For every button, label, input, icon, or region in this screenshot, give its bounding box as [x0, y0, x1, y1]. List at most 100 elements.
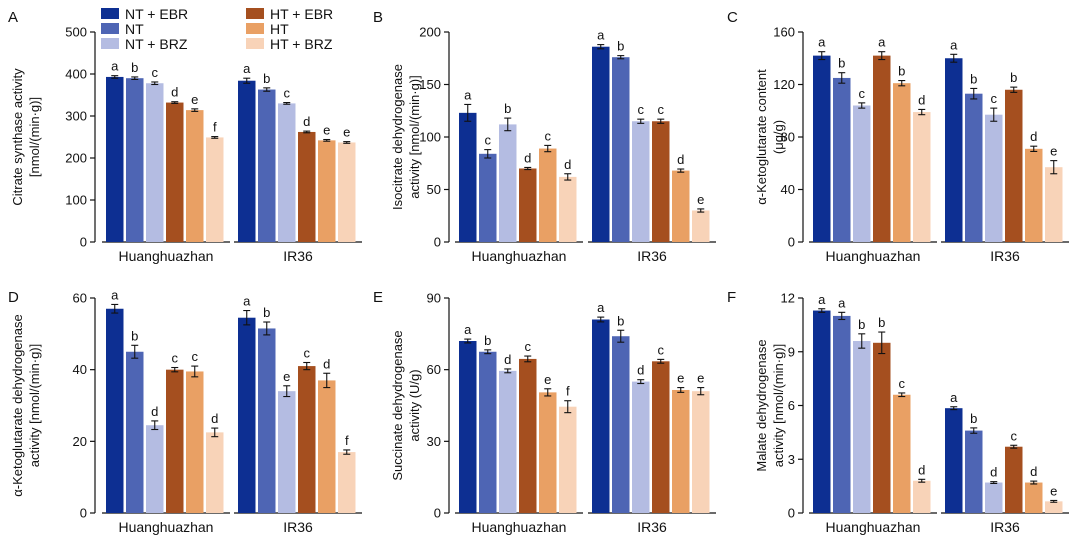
significance-letter: c: [899, 376, 906, 391]
significance-letter: d: [151, 404, 158, 419]
y-axis-label: (μg/g): [771, 120, 786, 154]
category-label: IR36: [283, 248, 313, 264]
bar: [258, 89, 276, 242]
y-tick-label: 30: [427, 434, 441, 449]
bar: [632, 121, 650, 242]
bar: [238, 317, 256, 513]
significance-letter: b: [970, 71, 977, 86]
y-axis-label: activity [nmol/(min·g)]: [771, 344, 786, 468]
bar: [499, 124, 517, 242]
y-tick-label: 0: [80, 235, 87, 250]
significance-letter: b: [131, 328, 138, 343]
y-axis-label: activity (U/g): [407, 369, 422, 441]
y-tick-label: 20: [73, 434, 87, 449]
y-axis-label: Malate dehydrogenase: [754, 339, 769, 471]
significance-letter: c: [525, 339, 532, 354]
bar: [126, 351, 144, 513]
bar: [186, 110, 204, 243]
significance-letter: b: [131, 60, 138, 75]
bar: [893, 83, 911, 242]
y-tick-label: 80: [781, 130, 795, 145]
bar: [632, 381, 650, 513]
bar: [166, 102, 184, 242]
significance-letter: d: [637, 363, 644, 378]
bar: [206, 137, 224, 242]
bar: [238, 80, 256, 242]
bar: [106, 76, 124, 242]
category-label: Huanghuazhan: [472, 248, 567, 264]
significance-letter: d: [323, 356, 330, 371]
significance-letter: c: [545, 128, 552, 143]
significance-letter: e: [697, 371, 704, 386]
legend-swatch: [246, 8, 264, 19]
y-axis-label: activity [nmol/(min·g)]: [27, 344, 42, 468]
category-label: Huanghuazhan: [472, 519, 567, 535]
bar: [913, 480, 931, 513]
y-tick-label: 100: [65, 193, 87, 208]
bar: [539, 392, 557, 513]
panel-letter: F: [727, 289, 736, 306]
bar: [278, 103, 296, 243]
legend-label: NT + EBR: [125, 6, 188, 22]
bar: [146, 425, 164, 513]
significance-letter: c: [192, 349, 199, 364]
category-label: IR36: [283, 519, 313, 535]
bar: [965, 93, 983, 242]
y-tick-label: 160: [773, 25, 795, 40]
bar: [873, 55, 891, 242]
category-label: IR36: [637, 519, 667, 535]
legend-label: NT: [125, 21, 144, 37]
significance-letter: f: [213, 120, 217, 135]
bar: [106, 308, 124, 513]
significance-letter: a: [464, 322, 472, 337]
significance-letter: b: [484, 333, 491, 348]
significance-letter: c: [658, 102, 665, 117]
y-axis-label: α-Ketoglutarate content: [754, 69, 769, 205]
bar: [945, 58, 963, 242]
significance-letter: c: [284, 86, 291, 101]
significance-letter: c: [485, 133, 492, 148]
significance-letter: f: [345, 433, 349, 448]
significance-letter: d: [918, 92, 925, 107]
bar: [853, 341, 871, 513]
bar: [459, 112, 477, 242]
panel-letter: D: [8, 289, 19, 306]
significance-letter: b: [838, 56, 845, 71]
significance-letter: e: [1050, 483, 1057, 498]
y-tick-label: 0: [434, 235, 441, 250]
bar: [1045, 501, 1063, 513]
legend-swatch: [101, 38, 119, 49]
significance-letter: c: [859, 86, 866, 101]
panel-b: B 0 50 100 150 200 Isocitrate dehydrogenase act…: [373, 9, 716, 264]
y-tick-label: 40: [73, 362, 87, 377]
y-tick-label: 0: [788, 235, 795, 250]
y-axis-label: activity [nmol/(min·g)]: [407, 75, 422, 199]
legend-swatch: [246, 38, 264, 49]
significance-letter: c: [152, 65, 159, 80]
bar: [1005, 89, 1023, 242]
bar: [692, 391, 710, 513]
bar: [126, 78, 144, 242]
category-label: Huanghuazhan: [119, 519, 214, 535]
panel-letter: B: [373, 9, 383, 26]
bar: [479, 153, 497, 242]
bar: [985, 114, 1003, 242]
bar: [499, 370, 517, 513]
bar: [652, 121, 670, 242]
y-tick-label: 0: [788, 506, 795, 521]
bar: [206, 432, 224, 513]
y-axis-label: Succinate dehydrogenase: [390, 330, 405, 480]
significance-letter: d: [1030, 464, 1037, 479]
significance-letter: c: [304, 346, 311, 361]
significance-letter: c: [172, 351, 179, 366]
y-tick-label: 300: [65, 109, 87, 124]
bar: [318, 380, 336, 513]
y-axis-label: [nmol/(min·g)]: [27, 97, 42, 177]
panel-e: E 0 30 60 90 Succinate dehydrogenase activity …: [373, 289, 716, 535]
y-tick-label: 200: [419, 25, 441, 40]
y-tick-label: 60: [73, 291, 87, 306]
significance-letter: a: [464, 87, 472, 102]
panel-a: A 0 100 200 300 400 500 Citrate synthase activi…: [8, 9, 362, 264]
bar: [985, 482, 1003, 513]
